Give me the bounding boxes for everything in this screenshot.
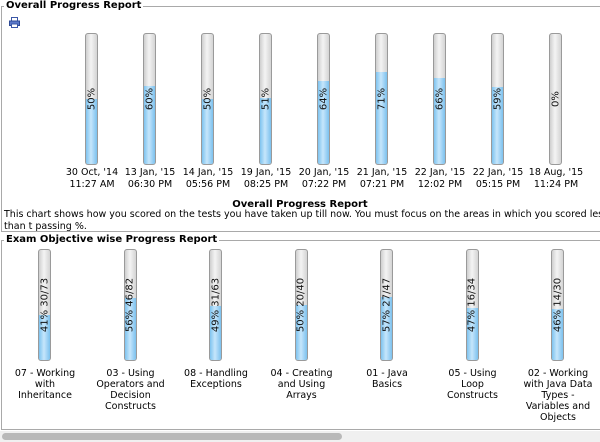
progress-bar-label: 66% [434,87,445,111]
progress-bar-fill [295,305,307,360]
progress-bar-fill [260,97,271,164]
progress-bar-fill [86,99,97,164]
bar-date: 13 Jan, '15 [124,167,176,178]
bar-time: 11:27 AM [69,179,115,190]
bar-date: 14 Jan, '15 [182,167,234,178]
progress-bar: 47% 16/34 [465,249,479,361]
horizontal-scrollbar[interactable] [0,431,600,442]
progress-bar-label: 46% 14/30 [552,277,563,333]
objective-name: 02 - Working with Java Data Types - Vari… [523,368,593,423]
bar-time: 06:30 PM [127,179,173,190]
progress-bar: 60% [143,33,156,165]
progress-bar-fill [434,78,445,164]
bar-timestamp: 30 Oct, '14 11:27 AM [52,167,132,191]
overall-description: This chart shows how you scored on the t… [4,209,600,232]
progress-bar-label: 64% [318,87,329,111]
progress-bar-label: 50% [86,87,97,111]
progress-bar: 41% 30/73 [38,249,51,361]
progress-bar: 71% [375,33,388,165]
bar-time: 08:25 PM [243,179,289,190]
progress-bar-label: 59% [492,87,503,111]
bar-timestamp: 20 Jan, '15 07:22 PM [284,167,364,191]
overall-chart-title: Overall Progress Report [232,199,368,210]
bar-time: 11:24 PM [533,179,579,190]
progress-bar-label: 60% [144,87,155,111]
progress-bar-label: 57% 27/47 [381,277,392,333]
progress-bar: 66% [433,33,446,165]
progress-bar-fill [124,298,136,360]
bar-date: 30 Oct, '14 [65,167,119,178]
progress-bar-label: 47% 16/34 [466,277,478,333]
progress-bar: 56% 46/82 [123,249,137,361]
progress-bar-fill [376,71,387,164]
bar-timestamp: 14 Jan, '15 05:56 PM [168,167,248,191]
progress-bar-label: 56% 46/82 [124,277,136,333]
bar-timestamp: 19 Jan, '15 08:25 PM [226,167,306,191]
progress-bar-fill [39,314,50,360]
overall-progress-legend: Overall Progress Report [6,0,142,11]
progress-bar: 59% [491,33,504,165]
progress-bar-label: 0% [550,91,561,107]
overall-progress-panel: Overall Progress Report [1,0,600,232]
bar-time: 05:56 PM [185,179,231,190]
objective-name: 01 - Java Basics [366,368,408,390]
bar-date: 22 Jan, '15 [414,167,466,178]
objective-progress-legend: Exam Objective wise Progress Report [6,234,218,245]
progress-bar: 46% 14/30 [551,249,564,361]
objective-name: 04 - Creating and Using Arrays [270,368,333,401]
progress-bar-label: 71% [376,87,387,111]
objective-name: 08 - Handling Exceptions [184,368,248,390]
objective-progress-panel: Exam Objective wise Progress Report [1,234,600,430]
objective-name: 03 - Using Operators and Decision Constr… [96,368,165,412]
progress-bar: 50% [201,33,214,165]
progress-bar: 50% 20/40 [294,249,308,361]
scrollbar-thumb[interactable] [2,433,342,440]
bar-timestamp: 21 Jan, '15 07:21 PM [342,167,422,191]
progress-bar-fill [318,80,329,164]
progress-bar: 57% 27/47 [380,249,393,361]
bar-timestamp: 22 Jan, '15 12:02 PM [400,167,480,191]
progress-bar: 50% [85,33,98,165]
bar-time: 12:02 PM [417,179,463,190]
bar-date: 20 Jan, '15 [298,167,350,178]
bar-timestamp: 18 Aug, '15 11:24 PM [516,167,596,191]
bar-date: 21 Jan, '15 [356,167,408,178]
bar-date: 19 Jan, '15 [240,167,292,178]
progress-bar-fill [202,99,213,164]
progress-bar-fill [552,309,563,360]
bar-time: 07:21 PM [359,179,405,190]
bar-timestamp: 22 Jan, '15 05:15 PM [458,167,538,191]
progress-bar-fill [210,306,221,360]
bar-time: 05:15 PM [475,179,521,190]
progress-bar-fill [381,297,392,360]
progress-bar: 64% [317,33,330,165]
bar-time: 07:22 PM [301,179,347,190]
progress-bar-label: 41% 30/73 [39,277,50,333]
objective-name: 07 - Working with Inheritance [14,368,76,401]
progress-bar-label: 50% [202,87,213,111]
bar-timestamp: 13 Jan, '15 06:30 PM [110,167,190,191]
progress-bar-label: 49% 31/63 [210,277,221,333]
progress-bar-fill [144,86,155,164]
progress-bar-fill [466,308,478,360]
objective-name: 05 - Using Loop Constructs [447,368,498,401]
progress-bar: 49% 31/63 [209,249,222,361]
bar-date: 22 Jan, '15 [472,167,524,178]
progress-bar-label: 51% [260,87,271,111]
progress-bar-fill [492,87,503,164]
progress-bar: 0% [549,33,562,165]
progress-bar: 51% [259,33,272,165]
printer-icon[interactable] [9,17,20,28]
progress-bar-label: 50% 20/40 [295,277,307,333]
bar-date: 18 Aug, '15 [528,167,584,178]
